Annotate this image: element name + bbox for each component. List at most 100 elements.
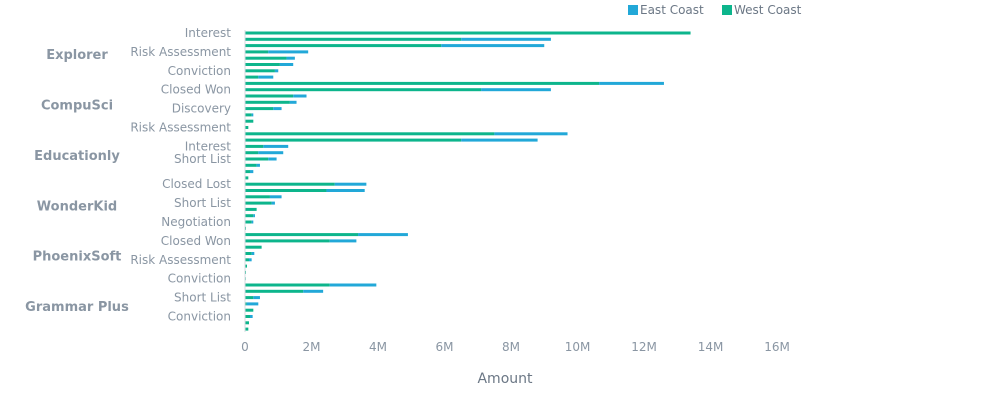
bar-east-coast [258, 75, 274, 79]
x-axis-title: Amount [477, 371, 533, 387]
bar-west-coast [245, 113, 252, 117]
x-tick-label: 4M [369, 340, 387, 354]
group-labels: Explorer CompuSci Educationly WonderKid Phoe… [25, 48, 129, 315]
category-label: Closed Won [161, 234, 231, 248]
bar-east-coast [334, 182, 367, 186]
group-label: CompuSci [41, 98, 113, 113]
bar-west-coast [245, 157, 269, 161]
bar-west-coast [245, 264, 247, 268]
bar-east-coast [303, 289, 324, 293]
bar-west-coast [245, 195, 270, 199]
group-label: Grammar Plus [25, 300, 129, 315]
bar-east-coast [461, 138, 538, 142]
bar-east-coast [481, 88, 551, 92]
x-tick-label: 6M [436, 340, 454, 354]
bar-west-coast [245, 31, 691, 35]
bar-west-coast [245, 289, 304, 293]
bar-west-coast [245, 37, 462, 41]
x-tick-label: 0 [241, 340, 249, 354]
group-label: WonderKid [37, 199, 117, 214]
category-label: Short List [174, 291, 231, 305]
bar-east-coast [289, 100, 297, 104]
bar-east-coast [249, 315, 253, 318]
category-labels: Interest Risk Assessment Conviction Closed … [130, 26, 231, 324]
bar-east-coast [358, 233, 408, 237]
bar-east-coast [329, 283, 377, 287]
bar-west-coast [245, 252, 252, 255]
bar-east-coast [599, 81, 664, 85]
category-label: Conviction [168, 64, 231, 78]
bar-east-coast [279, 63, 294, 66]
bar-east-coast [494, 132, 568, 136]
bar-east-coast [268, 157, 277, 161]
group-label: Educationly [34, 149, 120, 164]
bar-east-coast [286, 56, 295, 60]
bar-west-coast [245, 144, 264, 148]
bar-east-coast [246, 302, 259, 306]
bar-west-coast [245, 201, 272, 205]
bar-west-coast [245, 308, 254, 312]
bar-east-coast [263, 144, 289, 148]
x-tick-label: 12M [631, 340, 657, 354]
category-label: Closed Won [161, 83, 231, 97]
bar-west-coast [245, 233, 359, 237]
category-label: Negotiation [161, 215, 231, 229]
x-axis: 0 2M 4M 6M 8M 10M 12M 14M 16M [241, 30, 790, 354]
category-label: Interest [185, 26, 232, 40]
bar-east-coast [271, 201, 275, 205]
bar-east-coast [248, 258, 252, 262]
bars [245, 31, 691, 331]
legend-swatch [628, 5, 638, 15]
legend-entry: West Coast [734, 3, 802, 17]
x-tick-label: 16M [764, 340, 790, 354]
bar-east-coast [258, 151, 284, 155]
bar-east-coast [253, 296, 260, 300]
bar-west-coast [245, 220, 252, 224]
bar-west-coast [245, 69, 275, 73]
bar-west-coast [245, 245, 262, 249]
bar-east-coast [274, 69, 279, 73]
bar-east-coast [253, 214, 255, 218]
category-label: Risk Assessment [130, 45, 231, 59]
bar-west-coast [245, 94, 294, 98]
bar-east-coast [251, 252, 255, 255]
bar-east-coast [268, 50, 309, 54]
bar-west-coast [245, 75, 259, 79]
legend-entry: East Coast [640, 3, 704, 17]
bar-west-coast [245, 239, 330, 243]
category-label: Conviction [168, 310, 231, 324]
bar-east-coast [256, 163, 260, 167]
bar-west-coast [245, 151, 259, 155]
bar-east-coast [461, 37, 551, 41]
bar-west-coast [245, 44, 442, 48]
category-label: Discovery [172, 102, 231, 116]
bar-east-coast [249, 170, 254, 174]
bar-west-coast [245, 56, 287, 60]
bar-west-coast [245, 321, 249, 325]
category-label: Conviction [168, 272, 231, 286]
category-label: Interest [185, 139, 232, 153]
x-tick-label: 14M [698, 340, 724, 354]
bar-west-coast [245, 258, 249, 262]
bar-west-coast [245, 126, 249, 129]
bar-west-coast [245, 63, 280, 66]
bar-west-coast [245, 132, 495, 136]
bar-east-coast [293, 94, 307, 98]
bar-east-coast [273, 107, 282, 111]
bar-west-coast [245, 50, 269, 54]
bar-west-coast [245, 315, 250, 318]
bar-west-coast [245, 100, 290, 104]
bar-west-coast [245, 163, 257, 167]
bar-east-coast [329, 239, 357, 243]
x-tick-label: 2M [303, 340, 321, 354]
bar-east-coast [251, 113, 254, 117]
bar-west-coast [245, 138, 462, 142]
bar-west-coast [245, 176, 249, 180]
x-tick-label: 10M [565, 340, 591, 354]
bar-west-coast [245, 170, 250, 174]
group-label: Explorer [46, 48, 108, 63]
category-label: Short List [174, 152, 231, 166]
category-label: Risk Assessment [130, 121, 231, 135]
category-label: Risk Assessment [130, 253, 231, 267]
